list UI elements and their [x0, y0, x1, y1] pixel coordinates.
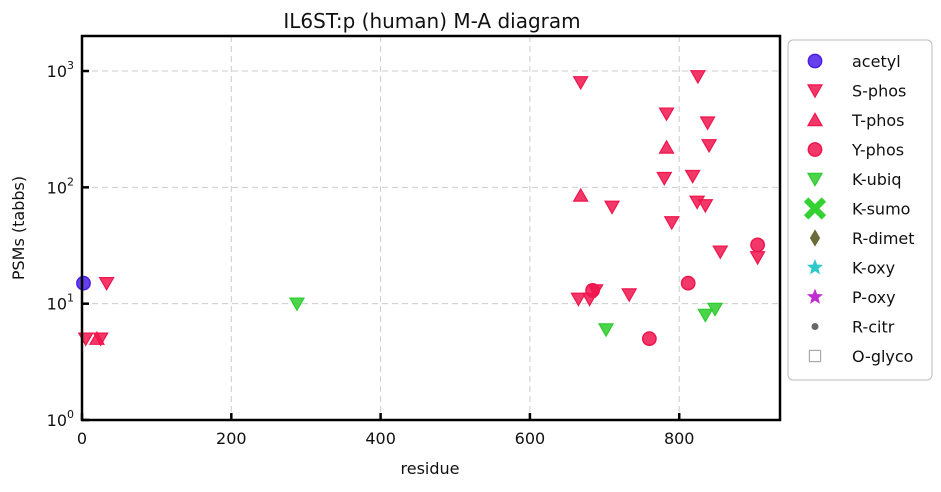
chart-title: IL6ST:p (human) M-A diagram [283, 9, 580, 33]
x-tick-label: 800 [664, 429, 695, 448]
y-tick-base: 10 [47, 411, 67, 430]
data-point-s-phos [603, 200, 621, 215]
legend-item: T-phos [806, 111, 905, 130]
data-point-s-phos [98, 276, 115, 292]
legend-marker-o-glyco [808, 349, 822, 363]
legend-label: K-ubiq [852, 170, 901, 189]
legend-item: P-oxy [806, 288, 896, 307]
legend-frame [787, 39, 933, 381]
legend-item: K-oxy [806, 259, 895, 278]
y-tick-exponent: 0 [67, 408, 74, 421]
data-point-t-phos [88, 330, 105, 345]
data-point-t-phos [658, 139, 675, 154]
legend-item: K-sumo [803, 197, 910, 220]
data-point-k-ubiq [697, 308, 714, 323]
data-point-t-phos [572, 187, 589, 202]
legend-marker-t-phos [806, 112, 824, 127]
legend-label: T-phos [851, 111, 905, 130]
legend-marker-k-ubiq [806, 172, 824, 187]
data-point-y-phos [641, 331, 657, 347]
legend-label: K-sumo [852, 200, 910, 219]
y-tick-exponent: 2 [67, 175, 74, 188]
data-point-s-phos [570, 292, 587, 307]
y-tick-label: 101 [47, 292, 74, 314]
data-point-s-phos [712, 245, 729, 260]
data-point-s-phos [701, 139, 718, 154]
data-point-y-phos [585, 283, 601, 298]
legend-marker-r-citr [811, 323, 819, 330]
legend-label: acetyl [852, 52, 901, 71]
y-tick-base: 10 [47, 62, 67, 81]
legend-marker-p-oxy [806, 288, 824, 304]
legend-label: K-oxy [852, 259, 895, 278]
legend-marker-y-phos [807, 142, 823, 157]
y-axis-label: PSMs (tabbs) [9, 176, 28, 280]
data-point-s-phos [749, 251, 766, 266]
y-tick-label: 102 [47, 175, 74, 197]
legend-marker-acetyl [807, 53, 823, 69]
legend-item: R-citr [811, 318, 895, 337]
legend-label: P-oxy [852, 288, 896, 307]
data-point-y-phos [750, 237, 766, 253]
y-tick-base: 10 [47, 178, 67, 197]
legend-label: O-glyco [852, 347, 913, 366]
data-point-s-phos [663, 216, 680, 231]
legend-item: Y-phos [807, 141, 904, 160]
x-tick-label: 600 [515, 429, 546, 448]
data-points [76, 70, 766, 347]
x-tick-label: 0 [77, 429, 87, 448]
legend-marker-k-oxy [806, 259, 824, 275]
legend-item: O-glyco [808, 347, 913, 366]
x-tick-label: 200 [216, 429, 247, 448]
legend-item: S-phos [806, 82, 906, 101]
data-point-y-phos [680, 275, 696, 291]
data-point-s-phos [572, 76, 589, 91]
data-point-s-phos [658, 107, 675, 122]
y-tick-base: 10 [47, 295, 67, 314]
y-tick-label: 103 [47, 59, 74, 81]
data-point-k-ubiq [288, 297, 306, 312]
legend-label: S-phos [852, 82, 906, 101]
y-tick-exponent: 3 [67, 59, 74, 72]
data-point-s-phos [684, 169, 701, 184]
legend-label: R-citr [852, 318, 895, 337]
legend-marker-s-phos [806, 84, 824, 99]
legend-item: R-dimet [809, 229, 915, 248]
data-point-s-phos [656, 171, 673, 186]
legend-item: K-ubiq [806, 170, 901, 189]
grid-lines [81, 36, 780, 420]
legend-item: acetyl [807, 52, 901, 71]
legend-marker-k-sumo [803, 197, 827, 220]
legend-label: Y-phos [851, 141, 904, 160]
data-point-s-phos [699, 116, 716, 131]
x-tick-label: 400 [365, 429, 396, 448]
legend-label: R-dimet [852, 229, 915, 248]
data-point-s-phos [621, 288, 638, 303]
legend-marker-r-dimet [809, 229, 821, 247]
y-tick-label: 100 [47, 408, 74, 430]
data-point-s-phos [697, 199, 714, 214]
data-point-k-ubiq [707, 302, 724, 317]
x-axis-label: residue [401, 459, 460, 478]
y-tick-exponent: 1 [67, 292, 74, 305]
data-point-s-phos [689, 70, 706, 85]
plot-frame [80, 34, 782, 422]
data-point-acetyl [76, 275, 91, 291]
data-point-k-ubiq [598, 323, 615, 338]
x-axis-ticks: 0 200 400 600 800 [77, 413, 695, 448]
legend: acetyl S-phos T-phos Y-phos K-ubiq K-sumo R-di… [787, 39, 933, 381]
